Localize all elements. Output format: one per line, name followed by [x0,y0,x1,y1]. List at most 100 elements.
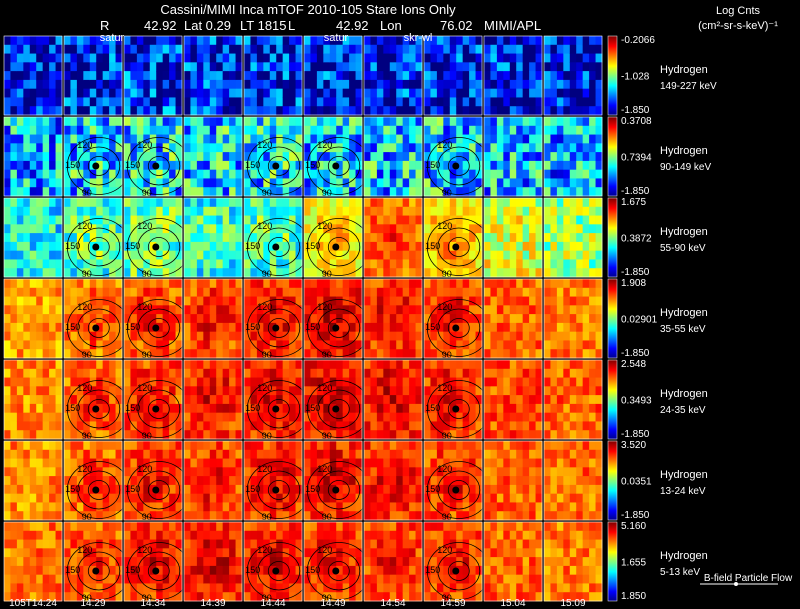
heatmap-cell [102,377,110,387]
heatmap-cell [389,360,397,370]
heatmap-cell [323,403,331,414]
heatmap-cell [250,386,258,396]
heatmap-cell [96,458,104,468]
heatmap-cell [83,314,91,324]
heatmap-cell [509,296,517,306]
heatmap-cell [436,502,444,512]
heatmap-cell [349,296,356,306]
energy-range-label: 24-35 keV [660,405,706,416]
heatmap-cell [376,88,384,98]
heatmap-cell [196,314,204,324]
heatmap-cell [329,134,337,144]
heatmap-cell [383,314,391,324]
heatmap-cell [36,117,44,127]
heatmap-cell [76,449,84,459]
heatmap-cell [235,484,243,495]
heatmap-cell [544,62,551,72]
heatmap-cell [83,340,91,350]
heatmap-cell [316,296,324,306]
heatmap-cell [23,449,31,459]
heatmap-cell [244,169,251,179]
heatmap-cell [289,368,296,378]
heatmap-cell [402,198,410,208]
heatmap-cell [516,349,524,359]
heatmap-cell [115,322,123,333]
heatmap-cell [244,36,251,46]
heatmap-cell [456,62,464,72]
heatmap-cell [569,88,577,98]
heatmap-cell [490,377,498,387]
heatmap-cell [475,241,483,252]
heatmap-cell [55,331,63,341]
heatmap-cell [250,241,258,252]
heatmap-cell [83,97,91,107]
heatmap-cell [29,340,37,350]
heatmap-cell [376,259,384,269]
heatmap-cell [569,117,577,127]
heatmap-cell [516,206,524,216]
heatmap-cell [250,134,258,144]
heatmap-cell [216,340,224,350]
heatmap-cell [569,259,577,269]
heatmap-cell [136,430,144,440]
heatmap-cell [250,305,258,315]
heatmap-cell [29,368,37,378]
heatmap-cell [149,476,157,486]
heatmap-cell [23,430,31,440]
heatmap-cell [436,97,444,107]
heatmap-cell [130,97,138,107]
heatmap-cell [229,305,236,315]
heatmap-cell [216,368,224,378]
heatmap-cell [70,368,78,378]
contour-label: 150 [425,241,440,251]
heatmap-cell [64,250,71,260]
heatmap-cell [436,44,444,54]
heatmap-cell [282,502,290,512]
heatmap-cell [209,206,217,216]
heatmap-cell [563,395,571,405]
heatmap-cell [222,206,230,216]
heatmap-cell [323,71,331,81]
image-panel [483,278,543,359]
heatmap-cell [70,125,78,135]
heatmap-cell [184,368,191,378]
heatmap-cell [190,511,198,521]
heatmap-cell [276,241,284,252]
planet-center-dot [152,486,160,494]
panel-frame [303,278,363,359]
heatmap-cell [370,368,378,378]
heatmap-cell [83,467,91,477]
heatmap-cell [289,117,296,127]
heatmap-cell [256,279,264,289]
heatmap-cell [556,44,564,54]
heatmap-cell [109,305,116,315]
heatmap-cell [169,458,176,468]
heatmap-cell [209,178,217,188]
heatmap-cell [16,502,24,512]
colorbar-frame [607,116,618,197]
heatmap-cell [276,349,284,359]
heatmap-cell [109,106,116,116]
heatmap-cell [595,97,603,107]
heatmap-cell [469,386,476,396]
heatmap-cell [436,493,444,503]
heatmap-cell [70,233,78,243]
heatmap-cell [569,152,577,162]
heatmap-cell [89,79,97,90]
heatmap-cell [342,279,350,289]
heatmap-cell [462,169,470,179]
heatmap-cell [229,430,236,440]
heatmap-cell [209,314,217,324]
heatmap-cell [409,441,416,451]
heatmap-cell [36,160,44,171]
planet-center-dot [332,243,340,251]
heatmap-cell [83,224,91,234]
heatmap-cell [55,215,63,225]
heatmap-cell [203,88,211,98]
heatmap-cell [124,206,131,216]
heatmap-cell [295,117,303,127]
heatmap-cell [244,314,251,324]
heatmap-cell [102,198,110,208]
